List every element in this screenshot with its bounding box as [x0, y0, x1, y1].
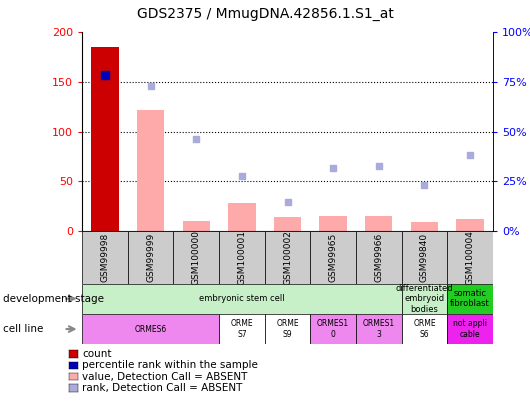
Bar — [173, 231, 219, 284]
Bar — [128, 231, 173, 284]
Bar — [311, 314, 356, 344]
Text: GSM99965: GSM99965 — [329, 232, 338, 282]
Bar — [264, 314, 311, 344]
Text: ORMES1
0: ORMES1 0 — [317, 320, 349, 339]
Text: ORME
S6: ORME S6 — [413, 320, 436, 339]
Text: percentile rank within the sample: percentile rank within the sample — [82, 360, 258, 370]
Text: count: count — [82, 349, 112, 359]
Bar — [402, 231, 447, 284]
Text: ORMES1
3: ORMES1 3 — [363, 320, 395, 339]
Text: GSM100002: GSM100002 — [283, 230, 292, 285]
Bar — [274, 217, 301, 231]
Bar — [402, 314, 447, 344]
Bar — [219, 231, 264, 284]
Text: GSM100000: GSM100000 — [192, 230, 201, 285]
Bar — [356, 314, 402, 344]
Text: GSM99966: GSM99966 — [374, 232, 383, 282]
Bar — [447, 314, 493, 344]
Text: ORMES6: ORMES6 — [135, 324, 167, 334]
Text: development stage: development stage — [3, 294, 104, 304]
Text: rank, Detection Call = ABSENT: rank, Detection Call = ABSENT — [82, 383, 243, 393]
Bar — [82, 314, 219, 344]
Text: ORME
S9: ORME S9 — [276, 320, 299, 339]
Text: GSM100001: GSM100001 — [237, 230, 246, 285]
Point — [192, 135, 200, 142]
Bar — [356, 231, 402, 284]
Point — [101, 72, 109, 78]
Bar — [137, 110, 164, 231]
Text: embryonic stem cell: embryonic stem cell — [199, 294, 285, 303]
Bar — [365, 216, 393, 231]
Text: GSM99999: GSM99999 — [146, 232, 155, 282]
Point — [466, 152, 474, 159]
Bar — [456, 219, 484, 231]
Text: somatic
fibroblast: somatic fibroblast — [450, 289, 490, 308]
Bar — [219, 314, 264, 344]
Bar — [411, 222, 438, 231]
Bar — [82, 284, 402, 314]
Point — [420, 182, 429, 188]
Bar — [91, 47, 119, 231]
Bar — [182, 221, 210, 231]
Bar — [264, 231, 311, 284]
Point — [146, 83, 155, 89]
Text: GSM100004: GSM100004 — [465, 230, 474, 285]
Text: GDS2375 / MmugDNA.42856.1.S1_at: GDS2375 / MmugDNA.42856.1.S1_at — [137, 7, 393, 21]
Text: value, Detection Call = ABSENT: value, Detection Call = ABSENT — [82, 372, 248, 382]
Text: differentiated
embryoid
bodies: differentiated embryoid bodies — [395, 284, 453, 313]
Point — [283, 199, 292, 205]
Bar — [311, 231, 356, 284]
Text: GSM99840: GSM99840 — [420, 232, 429, 282]
Text: not appli
cable: not appli cable — [453, 320, 487, 339]
Bar — [402, 284, 447, 314]
Text: cell line: cell line — [3, 324, 43, 334]
Bar — [228, 203, 255, 231]
Point — [237, 173, 246, 179]
Text: ORME
S7: ORME S7 — [231, 320, 253, 339]
Point — [375, 163, 383, 170]
Bar — [447, 231, 493, 284]
Bar — [320, 216, 347, 231]
Bar — [447, 284, 493, 314]
Text: GSM99998: GSM99998 — [101, 232, 110, 282]
Point — [329, 165, 338, 172]
Bar — [82, 231, 128, 284]
